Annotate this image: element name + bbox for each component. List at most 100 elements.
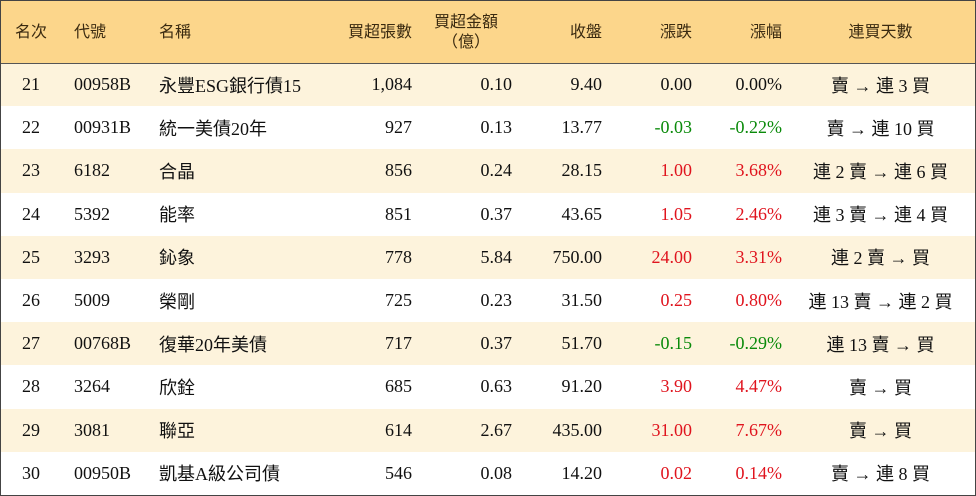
table-cell: 鈊象 [159,248,195,269]
header-row: 名次 代號 名稱 買超張數 買超金額 （億） 收盤 漲跌 漲幅 連買天數 [1,1,975,64]
table-cell: 5009 [74,290,110,311]
table-cell: 28.15 [561,160,603,181]
table-cell: 685 [385,376,412,397]
table-cell: 717 [385,333,412,354]
table-cell: 30 [22,462,40,483]
table-body: 21 00958B 永豐ESG銀行債15 1,084 0.10 9.40 0.00 0.00%… [1,63,975,495]
table-cell: 連 2 賣 → 買 [831,248,930,269]
table-cell: 614 [385,419,412,440]
table-cell: 28 [22,376,40,397]
table-cell: 31.00 [651,419,693,440]
header-cell: 名次 [1,1,61,64]
table-cell: 22 [22,117,40,138]
table-cell: -0.03 [654,117,693,138]
table-cell: 0.02 [660,462,693,483]
table-cell: 0.25 [660,290,693,311]
table-cell: 統一美債20年 [159,118,267,139]
table-row: 22 00931B 統一美債20年 927 0.13 13.77 -0.03 -0.22% 賣 … [1,106,975,150]
table-cell: 合晶 [159,161,195,182]
table-cell: -0.15 [654,333,693,354]
table-cell: 0.10 [480,74,513,95]
table-cell: 2.67 [480,419,513,440]
table-cell: 3293 [74,246,110,267]
table-cell: 21 [22,74,40,95]
table-row: 28 3264 欣銓 685 0.63 91.20 3.90 4.47% 賣 → 買 [1,365,975,409]
table-cell: 00958B [74,74,132,95]
table-cell: 賣 → 連 8 買 [831,464,930,485]
table-cell: 連 2 賣 → 連 6 買 [813,161,948,182]
table-cell: 778 [385,246,412,267]
table-cell: 856 [385,160,412,181]
table-cell: 永豐ESG銀行債15 [159,75,302,96]
table-cell: 546 [385,462,412,483]
header-cell: 連買天數 [786,1,975,64]
table-cell: 5.84 [480,246,513,267]
table-cell: 29 [22,419,40,440]
table-cell: 0.00 [660,74,693,95]
table-cell: 0.13 [480,117,513,138]
table-cell: 連 3 賣 → 連 4 買 [813,205,948,226]
table-cell: 25 [22,246,40,267]
table-cell: 00950B [74,462,132,483]
table-row: 26 5009 榮剛 725 0.23 31.50 0.25 0.80% 連 13 賣 → 連 … [1,278,975,323]
table-cell: 9.40 [570,74,603,95]
table-cell: 賣 → 買 [849,421,912,442]
table-cell: 5392 [74,203,110,224]
table-cell: 3081 [74,419,110,440]
table-cell: 13.77 [561,117,603,138]
table-cell: 7.67% [735,419,783,440]
table-cell: 0.80% [735,290,783,311]
table-cell: 0.14% [735,462,783,483]
table-row: 21 00958B 永豐ESG銀行債15 1,084 0.10 9.40 0.00 0.00%… [1,63,975,107]
table-cell: 1.05 [660,203,693,224]
header-line: （億） [441,31,490,51]
header-cell: 名稱 [146,1,316,64]
table-cell: 3264 [74,376,110,397]
header-cell: 收盤 [516,1,606,64]
table-row: 30 00950B 凱基A級公司債 546 0.08 14.20 0.02 0.14% 賣 → … [1,451,975,495]
table-cell: 連 13 賣 → 連 2 買 [808,291,953,312]
table-cell: 750.00 [552,246,603,267]
table-cell: 2.46% [735,203,783,224]
table-cell: 31.50 [561,290,603,311]
header-cell: 買超張數 [316,1,416,64]
table-cell: -0.29% [729,333,783,354]
table-row: 23 6182 合晶 856 0.24 28.15 1.00 3.68% 連 2 賣 → 連 6… [1,149,975,193]
table-cell: 43.65 [561,203,603,224]
table-cell: 0.37 [480,203,513,224]
table-cell: 24 [22,203,40,224]
table-cell: 榮剛 [159,291,195,312]
table-cell: 0.63 [480,376,513,397]
table-cell: 1,084 [371,74,413,95]
table-cell: 3.68% [735,160,783,181]
header-cell: 代號 [61,1,146,64]
table-row: 27 00768B 復華20年美債 717 0.37 51.70 -0.15 -0.29% 連 … [1,322,975,366]
table-cell: 凱基A級公司債 [159,464,280,485]
table-cell: 賣 → 連 3 買 [831,75,930,96]
table-cell: 91.20 [561,376,603,397]
table-cell: 00768B [74,333,132,354]
table-cell: 0.08 [480,462,513,483]
table-cell: 欣銓 [159,377,195,398]
table-cell: 00931B [74,117,132,138]
table-cell: 3.31% [735,246,783,267]
table-cell: 能率 [159,205,195,226]
table-cell: 6182 [74,160,110,181]
table-cell: 24.00 [651,246,693,267]
header-cell: 買超金額 （億） [416,1,516,64]
table-cell: 賣 → 連 10 買 [826,118,935,139]
table-cell: 27 [22,333,40,354]
table-cell: 0.37 [480,333,513,354]
table-cell: 0.24 [480,160,513,181]
table-cell: 435.00 [552,419,603,440]
table-cell: 4.47% [735,376,783,397]
header-line: 買超金額 [433,11,498,31]
table-cell: 23 [22,160,40,181]
table-cell: 3.90 [660,376,693,397]
header-cell: 漲跌 [606,1,696,64]
table-cell: 851 [385,203,412,224]
table-cell: 0.23 [480,290,513,311]
table-row: 25 3293 鈊象 778 5.84 750.00 24.00 3.31% 連 2 賣 → 買 [1,235,975,279]
table-cell: 725 [385,290,412,311]
